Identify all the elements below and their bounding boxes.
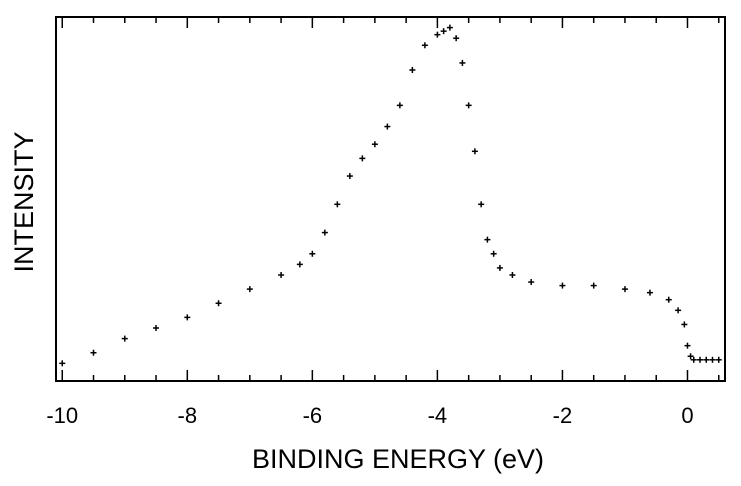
data-point [321,229,328,236]
data-point [484,236,491,243]
data-point [434,31,441,38]
data-point [446,24,453,31]
data-point [665,296,672,303]
x-axis-title: BINDING ENERGY (eV) [252,444,544,474]
data-point [681,321,688,328]
data-point [296,261,303,268]
data-point [690,356,697,363]
data-point [709,356,716,363]
data-point [359,155,366,162]
x-axis-tick-labels: -10 -8 -6 -4 -2 0 [46,403,693,428]
data-point [490,250,497,257]
data-point [496,264,503,271]
data-point [246,286,253,293]
data-point [371,141,378,148]
data-point [675,307,682,314]
data-point [559,282,566,289]
data-point [465,102,472,109]
data-point [621,286,628,293]
data-point [309,250,316,257]
x-axis-ticks [61,17,720,381]
y-axis-title: INTENSITY [9,131,39,272]
data-point [528,279,535,286]
x-tick-label: -2 [553,403,573,428]
data-point [334,201,341,208]
x-tick-label: -6 [303,403,323,428]
data-point [646,289,653,296]
x-tick-label: -4 [428,403,448,428]
x-tick-label: 0 [681,403,693,428]
data-point [421,42,428,49]
data-point [715,356,722,363]
data-point [696,356,703,363]
data-point [453,35,460,42]
data-point [153,324,160,331]
x-tick-label: -8 [178,403,198,428]
data-point [687,353,694,360]
data-point [184,314,191,321]
data-point [471,148,478,155]
data-point [440,28,447,35]
data-point [90,349,97,356]
data-point [396,102,403,109]
x-tick-label: -10 [46,403,78,428]
data-point [215,300,222,307]
data-point [121,335,128,342]
data-point [509,271,516,278]
data-point [684,342,691,349]
data-point [409,67,416,74]
data-point [59,360,66,367]
data-point [478,201,485,208]
data-point [346,173,353,180]
data-point [703,356,710,363]
data-point [278,271,285,278]
data-series [59,24,722,367]
data-point [459,59,466,66]
data-point [590,282,597,289]
data-point [384,123,391,130]
plot-frame [55,16,726,382]
